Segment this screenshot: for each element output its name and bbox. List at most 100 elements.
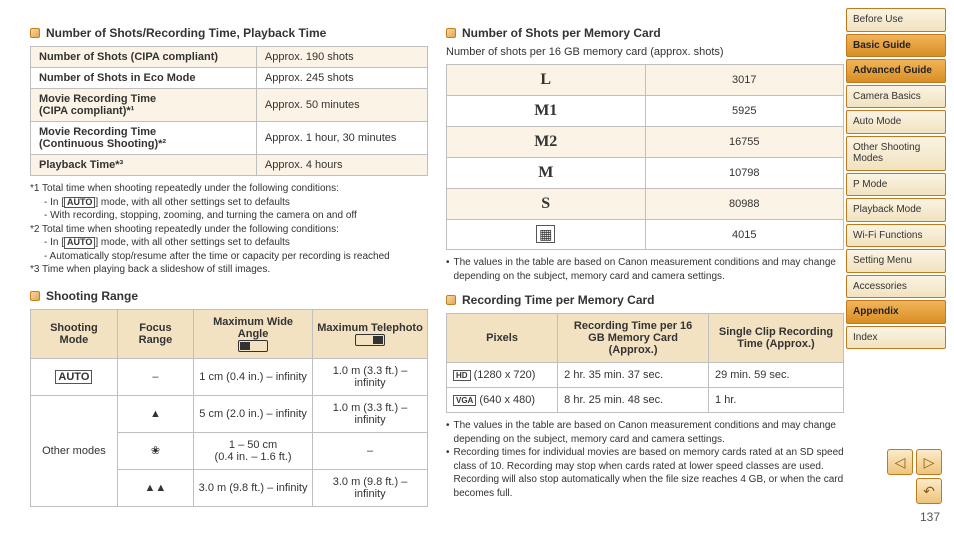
- sidebar-item[interactable]: Other Shooting Modes: [846, 136, 946, 171]
- footnote-line: - Automatically stop/resume after the ti…: [30, 250, 428, 264]
- shots-per-card-table: L3017 M15925 M216755 M10798 S80988 ▦4015: [446, 64, 844, 250]
- size-symbol-cell: ▦: [447, 220, 646, 250]
- section-heading: Number of Shots/Recording Time, Playback…: [30, 26, 428, 40]
- sidebar-item[interactable]: Appendix: [846, 300, 946, 324]
- vga-icon: VGA: [453, 395, 476, 406]
- sidebar-item[interactable]: Auto Mode: [846, 110, 946, 134]
- row-label: Number of Shots (CIPA compliant): [31, 47, 257, 68]
- shots-value-cell: 10798: [645, 158, 844, 189]
- col-header: Pixels: [447, 314, 558, 363]
- footnote-line: *3 Time when playing back a slideshow of…: [30, 263, 428, 277]
- sidebar-item[interactable]: Before Use: [846, 8, 946, 32]
- notes-list: •The values in the table are based on Ca…: [446, 256, 844, 283]
- footnote-line: *2 Total time when shooting repeatedly u…: [30, 223, 428, 237]
- row-label: Number of Shots in Eco Mode: [31, 68, 257, 89]
- telephoto-cell: 1.0 m (3.3 ft.) – infinity: [313, 395, 428, 432]
- clip-time-cell: 1 hr.: [709, 388, 844, 413]
- telephoto-cell: –: [313, 432, 428, 469]
- col-header: Maximum Telephoto: [313, 309, 428, 358]
- size-symbol-cell: M1: [447, 96, 646, 127]
- sidebar-item[interactable]: Advanced Guide: [846, 59, 946, 83]
- focus-range-cell: ❀: [117, 432, 193, 469]
- sidebar-item[interactable]: Basic Guide: [846, 34, 946, 58]
- col-header: Maximum Wide Angle: [194, 309, 313, 358]
- telephoto-cell: 1.0 m (3.3 ft.) – infinity: [313, 358, 428, 395]
- recording-time-table: Pixels Recording Time per 16 GB Memory C…: [446, 313, 844, 413]
- rec-time-cell: 8 hr. 25 min. 48 sec.: [558, 388, 709, 413]
- macro-focus-icon: ❀: [151, 445, 160, 457]
- telephoto-icon: [355, 334, 385, 346]
- row-label: Playback Time*³: [31, 155, 257, 176]
- return-button[interactable]: ↶: [916, 478, 942, 504]
- shots-value-cell: 5925: [645, 96, 844, 127]
- wide-angle-cell: 5 cm (2.0 in.) – infinity: [194, 395, 313, 432]
- page-number: 137: [920, 510, 940, 524]
- footnote-line: - In [AUTO] mode, with all other setting…: [30, 196, 428, 210]
- left-column: Number of Shots/Recording Time, Playback…: [30, 16, 428, 510]
- rec-time-cell: 2 hr. 35 min. 37 sec.: [558, 363, 709, 388]
- sidebar-item[interactable]: Setting Menu: [846, 249, 946, 273]
- section-title: Recording Time per Memory Card: [462, 293, 655, 307]
- sidebar-item[interactable]: Camera Basics: [846, 85, 946, 109]
- col-header: Single Clip Recording Time (Approx.): [709, 314, 844, 363]
- wide-angle-icon: [238, 340, 268, 352]
- footnotes: *1 Total time when shooting repeatedly u…: [30, 182, 428, 277]
- row-value: Approx. 4 hours: [256, 155, 427, 176]
- section-marker-icon: [30, 28, 40, 38]
- col-header: Recording Time per 16 GB Memory Card (Ap…: [558, 314, 709, 363]
- section-heading: Number of Shots per Memory Card: [446, 26, 844, 40]
- shooting-range-table: Shooting Mode Focus Range Maximum Wide A…: [30, 309, 428, 507]
- section-marker-icon: [446, 295, 456, 305]
- row-value: Approx. 50 minutes: [256, 89, 427, 122]
- size-symbol-cell: S: [447, 189, 646, 220]
- wide-angle-cell: 3.0 m (9.8 ft.) – infinity: [194, 469, 313, 506]
- pixels-cell: HD (1280 x 720): [447, 363, 558, 388]
- size-symbol-cell: L: [447, 65, 646, 96]
- shots-value-cell: 16755: [645, 127, 844, 158]
- footnote-line: *1 Total time when shooting repeatedly u…: [30, 182, 428, 196]
- section-subheading: Number of shots per 16 GB memory card (a…: [446, 46, 844, 58]
- widescreen-icon: ▦: [536, 225, 555, 243]
- shots-recording-table: Number of Shots (CIPA compliant)Approx. …: [30, 46, 428, 176]
- shots-value-cell: 80988: [645, 189, 844, 220]
- section-marker-icon: [446, 28, 456, 38]
- section-title: Shooting Range: [46, 289, 138, 303]
- right-column: Number of Shots per Memory Card Number o…: [446, 16, 844, 510]
- page-nav: ◁ ▷ ↶: [887, 449, 942, 504]
- section-title: Number of Shots per Memory Card: [462, 26, 661, 40]
- mode-cell: Other modes: [31, 395, 118, 506]
- prev-page-button[interactable]: ◁: [887, 449, 913, 475]
- sidebar-item[interactable]: Index: [846, 326, 946, 350]
- telephoto-cell: 3.0 m (9.8 ft.) – infinity: [313, 469, 428, 506]
- note-text: Recording times for individual movies ar…: [454, 446, 844, 500]
- sidebar-item[interactable]: Playback Mode: [846, 198, 946, 222]
- note-text: The values in the table are based on Can…: [454, 256, 844, 283]
- wide-angle-cell: 1 cm (0.4 in.) – infinity: [194, 358, 313, 395]
- focus-range-cell: –: [117, 358, 193, 395]
- next-page-button[interactable]: ▷: [916, 449, 942, 475]
- pixels-cell: VGA (640 x 480): [447, 388, 558, 413]
- focus-range-cell: ▲▲: [117, 469, 193, 506]
- normal-focus-icon: ▲: [150, 408, 161, 420]
- focus-range-cell: ▲: [117, 395, 193, 432]
- notes-list: •The values in the table are based on Ca…: [446, 419, 844, 500]
- sidebar-item[interactable]: Accessories: [846, 275, 946, 299]
- row-value: Approx. 1 hour, 30 minutes: [256, 122, 427, 155]
- note-text: The values in the table are based on Can…: [454, 419, 844, 446]
- sidebar-item[interactable]: Wi-Fi Functions: [846, 224, 946, 248]
- infinity-focus-icon: ▲▲: [145, 482, 167, 494]
- wide-angle-cell: 1 – 50 cm (0.4 in. – 1.6 ft.): [194, 432, 313, 469]
- col-header: Shooting Mode: [31, 309, 118, 358]
- shots-value-cell: 4015: [645, 220, 844, 250]
- row-value: Approx. 190 shots: [256, 47, 427, 68]
- footnote-line: - With recording, stopping, zooming, and…: [30, 209, 428, 223]
- row-label: Movie Recording Time(Continuous Shooting…: [31, 122, 257, 155]
- sidebar-item[interactable]: P Mode: [846, 173, 946, 197]
- size-symbol-cell: M2: [447, 127, 646, 158]
- mode-cell: AUTO: [31, 358, 118, 395]
- footnote-line: - In [AUTO] mode, with all other setting…: [30, 236, 428, 250]
- clip-time-cell: 29 min. 59 sec.: [709, 363, 844, 388]
- row-label: Movie Recording Time(CIPA compliant)*¹: [31, 89, 257, 122]
- section-title: Number of Shots/Recording Time, Playback…: [46, 26, 326, 40]
- hd-icon: HD: [453, 370, 471, 381]
